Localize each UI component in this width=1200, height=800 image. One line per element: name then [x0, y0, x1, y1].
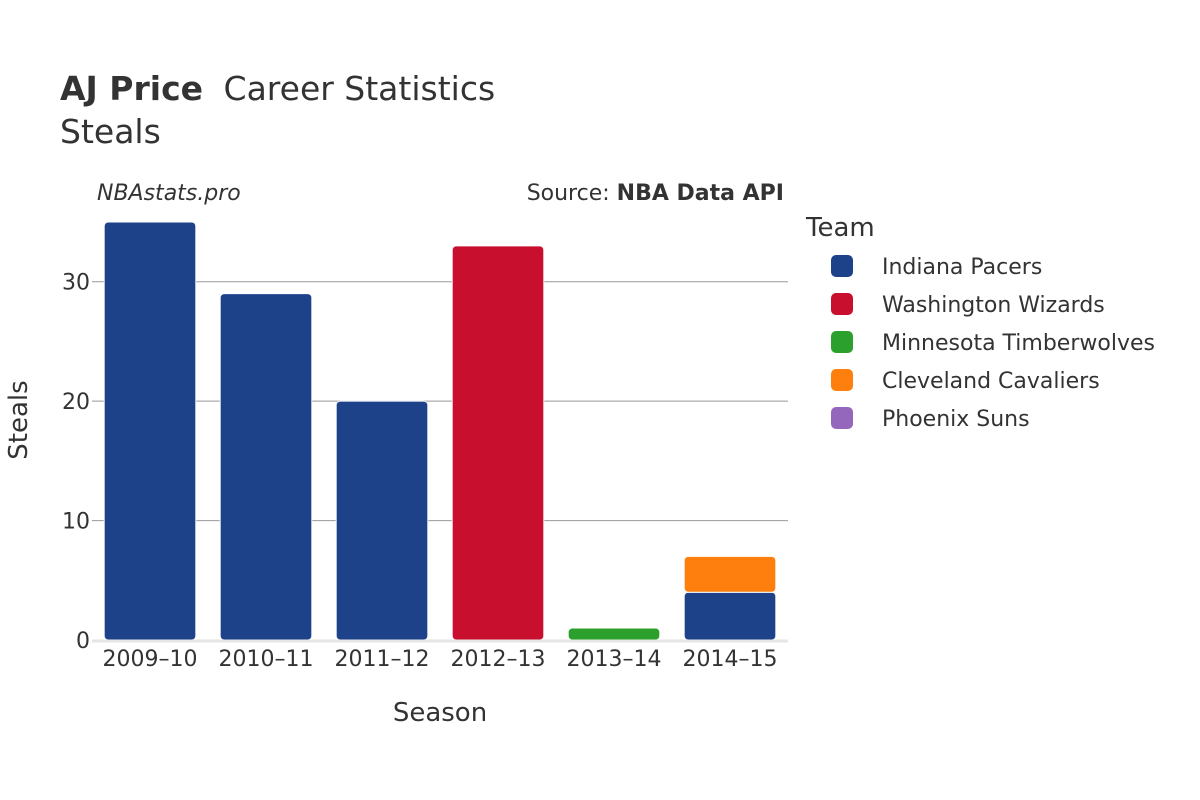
bar-2012–13-washington-wizards[interactable] [451, 245, 545, 641]
chart-title: AJ Price Career Statistics [60, 69, 495, 108]
bar-2014–15-cleveland-cavaliers[interactable] [683, 555, 777, 593]
legend-swatch[interactable] [831, 255, 853, 277]
y-tick-label: 10 [62, 510, 90, 535]
legend-label[interactable]: Cleveland Cavaliers [882, 369, 1100, 394]
legend-swatch[interactable] [831, 369, 853, 391]
chart-title-player: AJ Price [60, 69, 203, 108]
chart-title-rest: Career Statistics [224, 69, 496, 108]
x-tick-label: 2013–14 [567, 647, 662, 672]
y-tick-label: 30 [62, 271, 90, 296]
y-axis-title: Steals [4, 380, 34, 459]
bar-2010–11-indiana-pacers[interactable] [219, 293, 313, 641]
bar-layer [103, 221, 777, 641]
bar-2014–15-indiana-pacers[interactable] [683, 591, 777, 641]
axis-layer: 0 10 20 30 2009–10 2010–11 2011–12 2012–13 2013–… [62, 271, 788, 672]
legend-title: Team [805, 213, 875, 243]
source-credit: Source: NBA Data API [527, 181, 784, 206]
bar-2013–14-minnesota-timberwolves[interactable] [567, 627, 661, 641]
x-tick-label: 2011–12 [335, 647, 430, 672]
y-tick-label: 20 [62, 390, 90, 415]
x-tick-label: 2009–10 [103, 647, 198, 672]
chart-subtitle: Steals [60, 112, 161, 151]
x-tick-label: 2010–11 [219, 647, 314, 672]
legend-swatch[interactable] [831, 407, 853, 429]
x-tick-label: 2012–13 [451, 647, 546, 672]
x-axis-title: Season [393, 698, 487, 728]
source-name: NBA Data API [617, 181, 784, 206]
legend-label[interactable]: Minnesota Timberwolves [882, 331, 1155, 356]
legend-label[interactable]: Washington Wizards [882, 293, 1105, 318]
legend: Indiana Pacers Washington Wizards Minnesot… [831, 255, 1155, 432]
legend-label[interactable]: Indiana Pacers [882, 255, 1042, 280]
watermark: NBAstats.pro [97, 181, 241, 206]
grid-layer [92, 281, 788, 522]
y-tick-label: 0 [76, 629, 90, 654]
x-tick-label: 2014–15 [683, 647, 778, 672]
source-prefix: Source: [527, 181, 617, 206]
bar-2009–10-indiana-pacers[interactable] [103, 221, 197, 641]
bar-2011–12-indiana-pacers[interactable] [335, 400, 429, 641]
legend-swatch[interactable] [831, 293, 853, 315]
legend-swatch[interactable] [831, 331, 853, 353]
legend-label[interactable]: Phoenix Suns [882, 407, 1030, 432]
